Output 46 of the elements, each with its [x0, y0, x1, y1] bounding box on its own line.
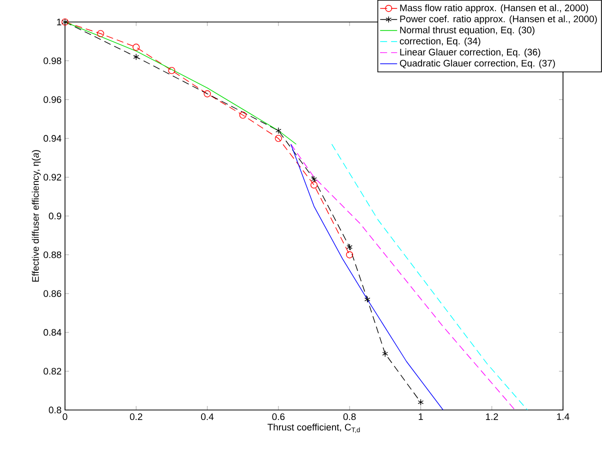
point	[382, 350, 388, 358]
y-tick-label: 0.86	[44, 290, 62, 297]
x-axis-title: Thrust coefficient, C$_{T,d}$	[268, 424, 360, 433]
y-tick-label: 0.9	[48, 212, 62, 220]
y-tick-label: 0.96	[44, 96, 62, 103]
point	[346, 251, 354, 258]
x-tick-label: 0.2	[130, 413, 142, 420]
point	[364, 296, 370, 303]
x-tick-label: 0.6	[272, 413, 285, 420]
point	[204, 90, 211, 98]
legend-label: Quadratic Glauer correction, Eq. (37)	[400, 60, 555, 68]
y-tick-label: 0.92	[44, 174, 62, 181]
x-tick-label: 1.2	[486, 413, 498, 420]
point	[346, 244, 353, 250]
point	[274, 134, 282, 142]
y-tick-label: 0.84	[44, 329, 62, 336]
y-tick-label: 0.8	[48, 406, 62, 414]
point	[275, 127, 282, 134]
line-series	[290, 144, 516, 410]
legend-label: correction, Eq. (34)	[400, 37, 480, 46]
x-tick-label: 0	[62, 413, 68, 420]
legend-label: Power coef. ratio approx. (Hansen et al., 2000)	[400, 15, 597, 24]
point	[132, 44, 140, 51]
legend-label: Normal thrust equation, Eq. (30)	[400, 26, 534, 36]
y-tick-label: 0.88	[44, 251, 62, 258]
x-tick-label: 0.8	[343, 413, 356, 420]
point	[310, 181, 318, 188]
point	[133, 54, 140, 60]
x-tick-label: 1	[418, 413, 423, 420]
point	[418, 398, 424, 406]
line-series	[65, 22, 297, 145]
legend-label: Linear Glauer correction, Eq. (36)	[400, 48, 540, 58]
point	[168, 66, 176, 74]
x-tick-label: 0.4	[201, 413, 214, 420]
y-axis-title: Effective diffuser efficiency, η(a)	[32, 150, 41, 282]
point	[311, 176, 317, 182]
y-tick-label: 0.82	[44, 368, 62, 375]
y-tick-label: 0.94	[44, 135, 62, 142]
x-tick-label: 1.4	[557, 413, 570, 420]
line-series	[331, 144, 528, 410]
point	[97, 30, 104, 38]
point	[239, 112, 246, 119]
y-tick-label: 0.98	[44, 57, 62, 64]
line-series	[290, 144, 444, 410]
legend-label: Mass flow ratio approx. (Hansen et al., 2000)	[400, 4, 588, 14]
y-tick-label: 1	[57, 18, 62, 26]
